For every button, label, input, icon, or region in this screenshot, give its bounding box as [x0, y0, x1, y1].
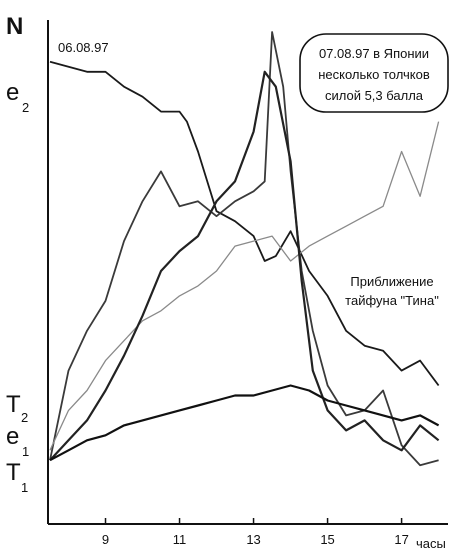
series-label-e2: e 2 [6, 79, 29, 115]
typhoon-annotation-line-1: Приближение [350, 274, 433, 289]
quake-annotation-line-2: несколько толчков [318, 67, 430, 82]
x-ticks-group: 9 11 13 15 17 [102, 518, 409, 547]
series-label-t2-sub: 2 [21, 410, 28, 425]
series-group [49, 31, 440, 467]
x-tick-label-13: 13 [246, 532, 260, 547]
x-tick-label-11: 11 [173, 532, 187, 547]
axes-group [47, 20, 448, 525]
x-tick-label-9: 9 [102, 532, 109, 547]
series-label-t1: T 1 [6, 459, 28, 495]
typhoon-annotation-line-2: тайфуна "Тина" [345, 293, 439, 308]
series-line-t1 [49, 384, 440, 462]
date-label: 06.08.97 [58, 40, 109, 55]
series-label-t2: T 2 [6, 391, 28, 425]
series-label-e2-main: e [6, 79, 19, 106]
series-label-e1: e 1 [6, 423, 29, 459]
quake-annotation-line-1: 07.08.97 в Японии [319, 46, 429, 61]
x-tick-label-15: 15 [320, 532, 334, 547]
x-unit-label: часы [416, 536, 446, 551]
quake-annotation-box [299, 33, 449, 113]
series-line-e2 [49, 60, 440, 387]
typhoon-annotation: Приближение тайфуна "Тина" [345, 274, 439, 308]
series-label-e1-main: e [6, 423, 19, 450]
series-label-t1-main: T [6, 459, 21, 486]
series-line-e1 [49, 70, 440, 461]
quake-annotation-line-3: силой 5,3 балла [325, 88, 424, 103]
series-label-e2-sub: 2 [22, 100, 29, 115]
series-line-t2 [49, 121, 440, 451]
y-axis-label: N [6, 13, 23, 40]
quake-annotation: 07.08.97 в Японии несколько толчков сило… [299, 33, 449, 113]
series-label-e1-sub: 1 [22, 444, 29, 459]
series-label-t2-main: T [6, 391, 21, 418]
series-label-t1-sub: 1 [21, 480, 28, 495]
x-tick-label-17: 17 [394, 532, 408, 547]
